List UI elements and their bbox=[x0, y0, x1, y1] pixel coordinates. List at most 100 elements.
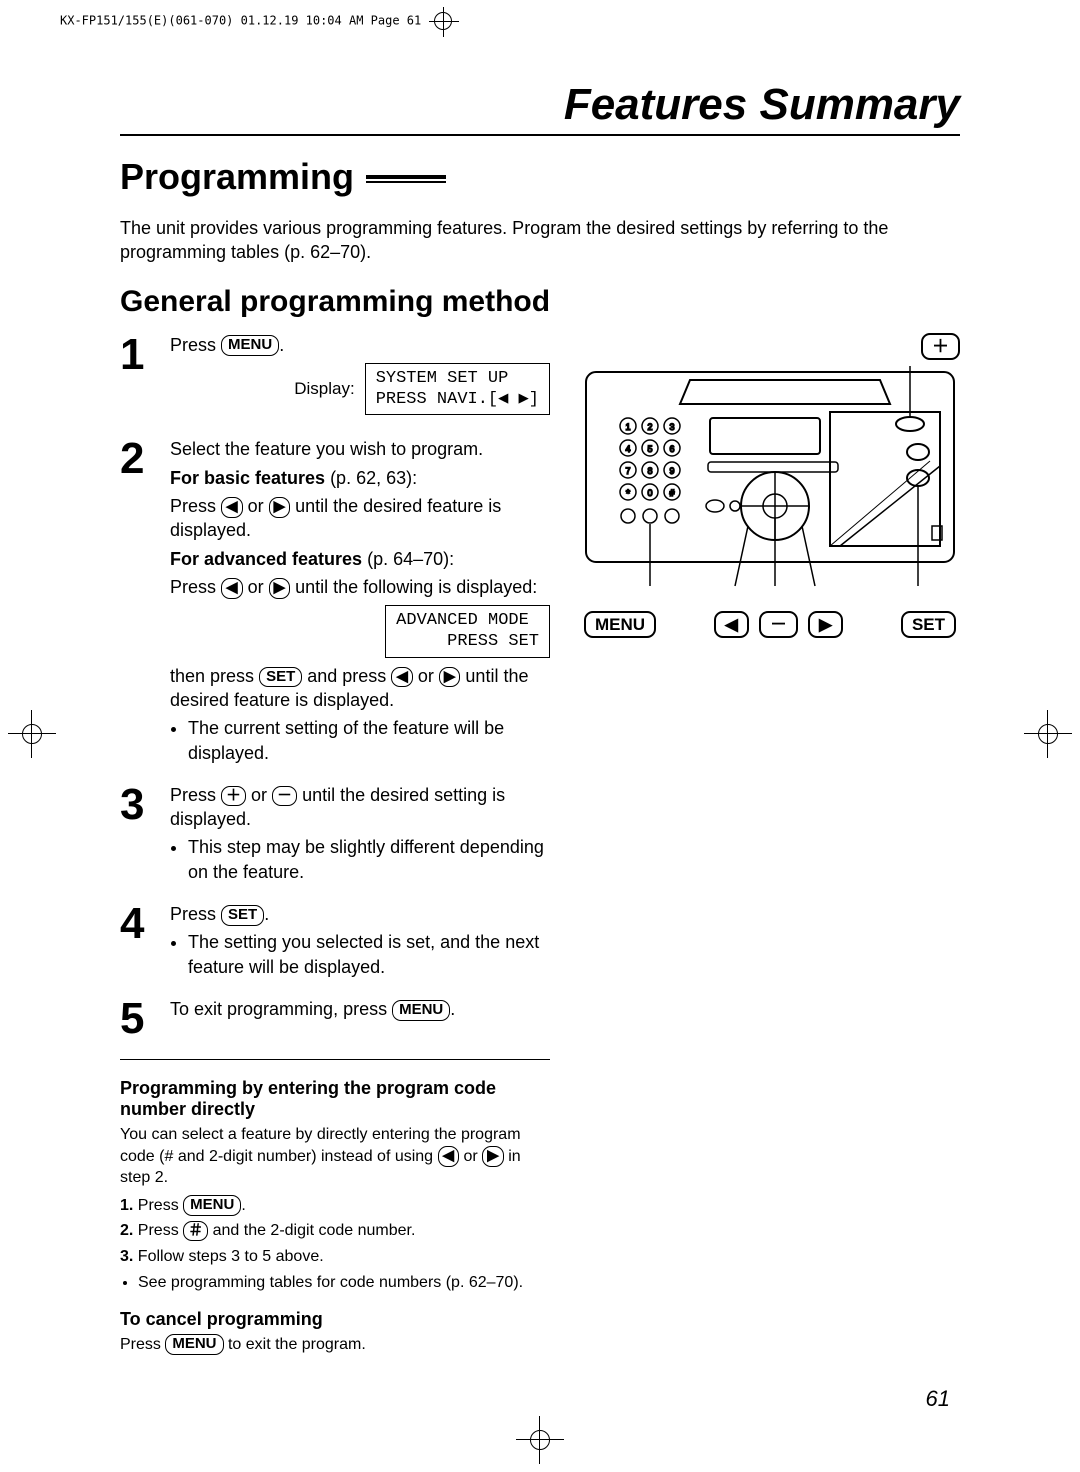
bullet-item: This step may be slightly different depe… bbox=[188, 835, 550, 884]
step-body: Press MENU. Display: SYSTEM SET UP PRESS N… bbox=[170, 333, 550, 422]
svg-text:5: 5 bbox=[647, 444, 652, 454]
menu-button: MENU bbox=[165, 1334, 223, 1355]
registration-mark-bottom bbox=[526, 1426, 554, 1454]
subsection-heading: General programming method bbox=[120, 285, 960, 319]
left-button: ◀ bbox=[221, 497, 243, 518]
bullet-item: The setting you selected is set, and the… bbox=[188, 930, 550, 979]
svg-text:#: # bbox=[669, 488, 674, 498]
cancel-heading: To cancel programming bbox=[120, 1309, 550, 1330]
step: 4 Press SET. The setting you selected is s… bbox=[120, 902, 550, 981]
step: 5 To exit programming, press MENU. bbox=[120, 997, 550, 1041]
step-bullets: The current setting of the feature will … bbox=[170, 716, 550, 765]
registration-mark-left bbox=[18, 720, 46, 748]
cancel-text: Press MENU to exit the program. bbox=[120, 1334, 550, 1356]
registration-mark-right bbox=[1034, 720, 1062, 748]
step: 3 Press ＋ or － until the desired setting … bbox=[120, 783, 550, 886]
set-button-label: SET bbox=[901, 611, 956, 638]
step-bullets: The setting you selected is set, and the… bbox=[170, 930, 550, 979]
menu-button: MENU bbox=[183, 1195, 241, 1216]
step-number: 5 bbox=[120, 997, 156, 1041]
step-line: For advanced features (p. 64–70): bbox=[170, 547, 550, 571]
section-heading-text: Programming bbox=[120, 156, 354, 198]
menu-button: MENU bbox=[221, 335, 279, 356]
plus-button: ＋ bbox=[221, 786, 246, 807]
right-button: ▶ bbox=[439, 667, 461, 688]
svg-text:6: 6 bbox=[669, 444, 674, 454]
step-line: For basic features (p. 62, 63): bbox=[170, 466, 550, 490]
section-heading: Programming bbox=[120, 156, 960, 198]
right-button: ▶ bbox=[269, 497, 291, 518]
print-reg-mark-icon bbox=[434, 12, 452, 30]
svg-text:7: 7 bbox=[625, 466, 630, 476]
menu-button: MENU bbox=[392, 1000, 450, 1021]
right-arrow-button: ▶ bbox=[482, 1146, 504, 1167]
steps-column: 1 Press MENU. Display: SYSTEM SET UP PRESS … bbox=[120, 333, 550, 1356]
step-body: Press ＋ or － until the desired setting i… bbox=[170, 783, 550, 886]
direct-entry-list: 1. Press MENU. 2. Press ＃ and the 2-digit… bbox=[120, 1195, 550, 1268]
page-number: 61 bbox=[926, 1386, 950, 1412]
device-button-labels: MENU ◀ － ▶ SET bbox=[580, 611, 960, 638]
step-body: Press SET. The setting you selected is se… bbox=[170, 902, 550, 981]
svg-text:*: * bbox=[626, 488, 631, 500]
svg-text:9: 9 bbox=[669, 466, 674, 476]
minus-button-label: － bbox=[759, 611, 798, 638]
step-number: 1 bbox=[120, 333, 156, 422]
step-bullets: This step may be slightly different depe… bbox=[170, 835, 550, 884]
two-column-layout: 1 Press MENU. Display: SYSTEM SET UP PRESS … bbox=[120, 333, 960, 1356]
direct-entry-intro: You can select a feature by directly ent… bbox=[120, 1124, 550, 1189]
display-label: Display: bbox=[294, 378, 354, 401]
list-item: 2. Press ＃ and the 2-digit code number. bbox=[120, 1220, 550, 1242]
plus-button: ＋ bbox=[921, 333, 960, 360]
heading-rule-icon bbox=[366, 175, 446, 179]
display-row: ADVANCED MODE PRESS SET bbox=[170, 605, 550, 658]
step-number: 2 bbox=[120, 437, 156, 766]
direct-entry-note: See programming tables for code numbers … bbox=[138, 1272, 550, 1294]
step-line: Press ＋ or － until the desired setting i… bbox=[170, 783, 550, 832]
step: 2Select the feature you wish to program.… bbox=[120, 437, 550, 766]
left-button: ◀ bbox=[391, 667, 413, 688]
bullet-item: The current setting of the feature will … bbox=[188, 716, 550, 765]
step-line: then press SET and press ◀ or ▶ until th… bbox=[170, 664, 550, 713]
set-button: SET bbox=[259, 667, 302, 688]
chapter-title: Features Summary bbox=[120, 80, 960, 136]
set-button: SET bbox=[221, 905, 264, 926]
step-line: To exit programming, press MENU. bbox=[170, 997, 550, 1021]
menu-button-label: MENU bbox=[584, 611, 656, 638]
step-body: Select the feature you wish to program. F… bbox=[170, 437, 550, 766]
device-illustration: 1 2 3 4 5 6 7 8 9 * 0 # bbox=[580, 366, 960, 601]
hash-button: ＃ bbox=[183, 1221, 208, 1242]
step-line: Press ◀ or ▶ until the desired feature i… bbox=[170, 494, 550, 543]
page-content: Features Summary Programming The unit pr… bbox=[120, 80, 960, 1356]
direct-entry-note-list: See programming tables for code numbers … bbox=[120, 1272, 550, 1294]
display-row: Display: SYSTEM SET UP PRESS NAVI.[◀ ▶] bbox=[170, 363, 550, 416]
print-header-text: KX-FP151/155(E)(061-070) 01.12.19 10:04 … bbox=[60, 14, 421, 28]
svg-text:3: 3 bbox=[669, 422, 674, 432]
intro-paragraph: The unit provides various programming fe… bbox=[120, 216, 960, 265]
step-number: 3 bbox=[120, 783, 156, 886]
step-line: Select the feature you wish to program. bbox=[170, 437, 550, 461]
svg-text:8: 8 bbox=[647, 466, 652, 476]
lcd-display: ADVANCED MODE PRESS SET bbox=[385, 605, 550, 658]
step-line: Press SET. bbox=[170, 902, 550, 926]
list-item: 1. Press MENU. bbox=[120, 1195, 550, 1217]
svg-text:4: 4 bbox=[625, 444, 630, 454]
separator-rule bbox=[120, 1059, 550, 1060]
left-button: ◀ bbox=[221, 578, 243, 599]
left-arrow-button: ◀ bbox=[438, 1146, 460, 1167]
step-line: Press MENU. bbox=[170, 333, 550, 357]
direct-entry-section: Programming by entering the program code… bbox=[120, 1078, 550, 1293]
right-button-label: ▶ bbox=[808, 611, 843, 638]
device-column: ＋ 1 2 3 4 5 6 7 8 bbox=[580, 333, 960, 1356]
lcd-display: SYSTEM SET UP PRESS NAVI.[◀ ▶] bbox=[365, 363, 550, 416]
svg-text:0: 0 bbox=[647, 488, 652, 498]
svg-text:1: 1 bbox=[625, 422, 630, 432]
fax-machine-icon: 1 2 3 4 5 6 7 8 9 * 0 # bbox=[580, 366, 960, 596]
right-button: ▶ bbox=[269, 578, 291, 599]
list-item: 3. Follow steps 3 to 5 above. bbox=[120, 1246, 550, 1268]
cancel-section: To cancel programming Press MENU to exit… bbox=[120, 1309, 550, 1356]
step-number: 4 bbox=[120, 902, 156, 981]
left-button-label: ◀ bbox=[714, 611, 749, 638]
step-line: Press ◀ or ▶ until the following is disp… bbox=[170, 575, 550, 599]
step: 1 Press MENU. Display: SYSTEM SET UP PRESS … bbox=[120, 333, 550, 422]
minus-button: － bbox=[272, 786, 297, 807]
